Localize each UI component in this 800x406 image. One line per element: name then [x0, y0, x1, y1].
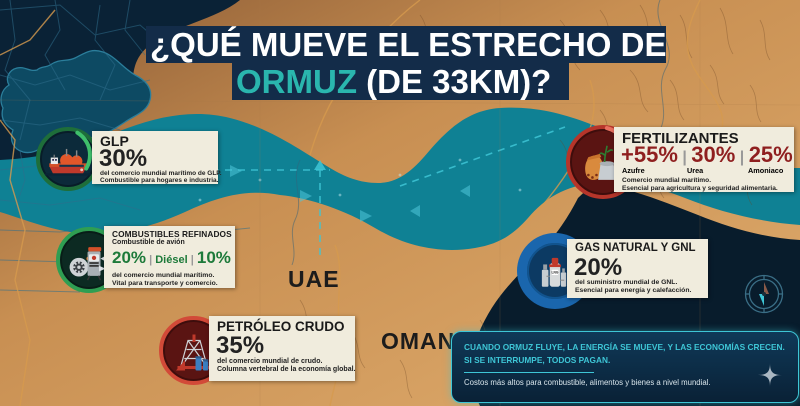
svg-text:LNG: LNG — [552, 271, 559, 275]
